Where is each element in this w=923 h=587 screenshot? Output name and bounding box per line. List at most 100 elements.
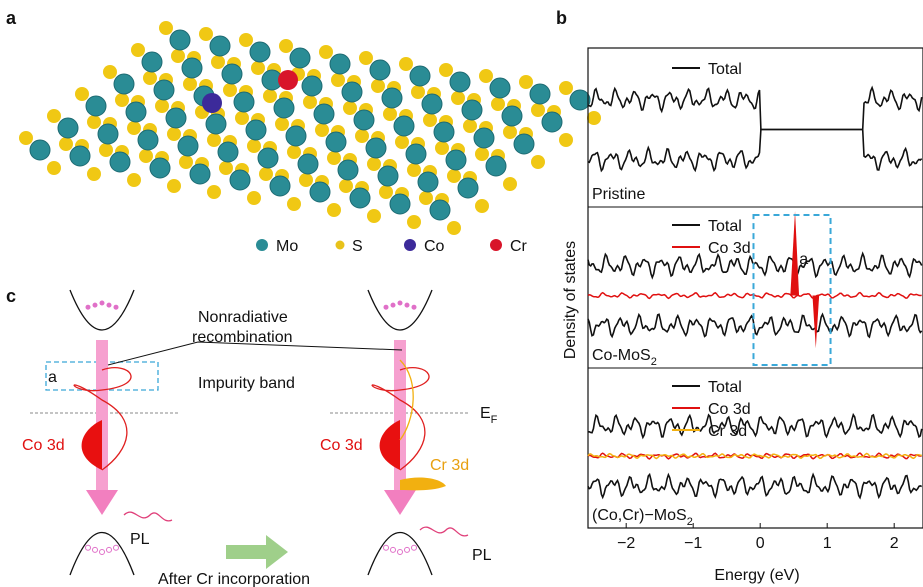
molybdenum [370, 60, 390, 80]
sulfur [303, 95, 317, 109]
sulfur [379, 185, 393, 199]
molybdenum [86, 96, 106, 116]
panel-name: Co-MoS2 [592, 347, 657, 368]
carrier [100, 301, 105, 306]
sulfur [219, 161, 233, 175]
sulfur [279, 39, 293, 53]
molybdenum [410, 66, 430, 86]
carrier [114, 305, 119, 310]
panel-name-text: (Co,Cr)−MoS [592, 507, 687, 524]
molybdenum [154, 80, 174, 100]
panel-label: c [6, 286, 16, 306]
sulfur [327, 203, 341, 217]
legend-text: Cr [510, 238, 528, 255]
molybdenum [290, 48, 310, 68]
sulfur [275, 117, 289, 131]
fermi-sub: F [491, 414, 498, 426]
molybdenum [178, 136, 198, 156]
sulfur [419, 191, 433, 205]
molybdenum [326, 132, 346, 152]
molybdenum [378, 166, 398, 186]
sulfur [247, 191, 261, 205]
hole [405, 547, 410, 552]
dos-total [588, 88, 922, 130]
fermi-label: EF [480, 405, 498, 426]
annotation: Impurity band [198, 375, 295, 392]
sulfur [87, 115, 101, 129]
molybdenum [394, 116, 414, 136]
annotation: recombination [192, 329, 293, 346]
legend-text: Total [708, 218, 742, 235]
sulfur [475, 147, 489, 161]
cobalt [202, 93, 222, 113]
sulfur [179, 155, 193, 169]
sulfur [183, 77, 197, 91]
sulfur [503, 177, 517, 191]
arrow-head [86, 490, 118, 515]
molybdenum [110, 152, 130, 172]
legend-dot [336, 241, 345, 250]
molybdenum [222, 64, 242, 84]
sulfur [319, 45, 333, 59]
dos-total [588, 475, 922, 498]
sulfur [371, 79, 385, 93]
legend-text: S [352, 238, 363, 255]
sulfur [199, 27, 213, 41]
panel-name-text: Co-MoS [592, 347, 651, 364]
molybdenum [182, 58, 202, 78]
sulfur [407, 163, 421, 177]
molybdenum [142, 52, 162, 72]
sulfur [343, 101, 357, 115]
x-tick-label: −2 [617, 535, 635, 552]
sulfur [339, 179, 353, 193]
co-fill [82, 420, 102, 470]
sulfur [447, 221, 461, 235]
x-tick-label: 2 [890, 535, 899, 552]
sulfur [331, 73, 345, 87]
molybdenum [458, 178, 478, 198]
molybdenum [210, 36, 230, 56]
legend-dot [256, 239, 268, 251]
molybdenum [150, 158, 170, 178]
sulfur [519, 75, 533, 89]
legend-text: Total [708, 379, 742, 396]
hole [391, 547, 396, 552]
sulfur [327, 151, 341, 165]
carrier [86, 305, 91, 310]
sulfur [407, 215, 421, 229]
co-label: Co 3d [320, 437, 363, 454]
chromium [278, 70, 298, 90]
carrier [405, 303, 410, 308]
molybdenum [354, 110, 374, 130]
legend-text: Co [424, 238, 445, 255]
molybdenum [258, 148, 278, 168]
sulfur [211, 55, 225, 69]
sulfur [395, 135, 409, 149]
pl-label: PL [130, 531, 150, 548]
sulfur [355, 129, 369, 143]
molybdenum [330, 54, 350, 74]
hole [412, 545, 417, 550]
sulfur [223, 83, 237, 97]
sulfur [247, 139, 261, 153]
sulfur [127, 173, 141, 187]
molybdenum [314, 104, 334, 124]
sulfur [479, 69, 493, 83]
sulfur [251, 61, 265, 75]
legend-dot [404, 239, 416, 251]
pl-wave [420, 527, 468, 536]
molybdenum [342, 82, 362, 102]
sulfur [451, 91, 465, 105]
sulfur [531, 103, 545, 117]
molybdenum [30, 140, 50, 160]
panel-name: (Co,Cr)−MoS2 [592, 507, 693, 528]
molybdenum [486, 156, 506, 176]
sulfur [239, 33, 253, 47]
carrier [93, 303, 98, 308]
dos-total [588, 130, 922, 171]
hole [114, 545, 119, 550]
sulfur [559, 81, 573, 95]
carrier [391, 303, 396, 308]
molybdenum [530, 84, 550, 104]
sulfur [287, 145, 301, 159]
